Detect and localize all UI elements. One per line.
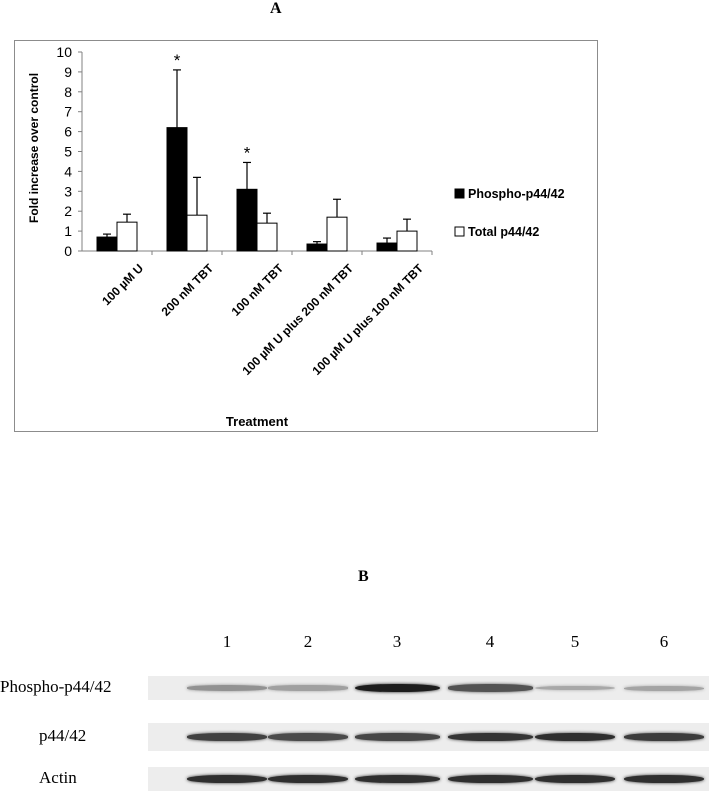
- blot-band: [447, 684, 533, 692]
- blot-band: [624, 685, 704, 691]
- blot-band: [354, 683, 440, 693]
- blot-row-label: p44/42: [39, 726, 87, 745]
- y-tick-label: 0: [64, 243, 72, 259]
- blot-band: [535, 774, 615, 784]
- lane-number: 4: [485, 632, 495, 651]
- blot-band: [447, 774, 533, 784]
- y-tick-label: 9: [64, 64, 72, 80]
- y-tick-label: 5: [64, 144, 72, 160]
- lane-number: 1: [222, 632, 232, 651]
- blot-band: [535, 732, 615, 742]
- blot-row-label: Phospho-p44/42: [0, 677, 112, 696]
- significance-marker: *: [174, 51, 181, 70]
- y-tick-label: 6: [64, 124, 72, 140]
- blot-band: [447, 732, 533, 742]
- legend-label: Phospho-p44/42: [468, 187, 565, 201]
- blot-band: [187, 685, 267, 691]
- bar: [166, 127, 188, 252]
- lane-number: 2: [303, 632, 313, 651]
- lane-number: 5: [570, 632, 580, 651]
- x-tick-label: 100 nM TBT: [229, 261, 287, 319]
- x-tick-label: 100 µM U plus 100 nM TBT: [309, 261, 426, 378]
- legend-swatch: [454, 226, 465, 237]
- lane-number: 3: [392, 632, 402, 651]
- y-tick-label: 4: [64, 163, 72, 179]
- x-tick-label: 200 nM TBT: [159, 261, 217, 319]
- y-tick-label: 8: [64, 84, 72, 100]
- y-tick-label: 2: [64, 203, 72, 219]
- y-tick-label: 1: [64, 223, 72, 239]
- blot-band: [624, 733, 704, 741]
- blot-band: [268, 774, 348, 784]
- blot-row-label: Actin: [39, 768, 77, 787]
- bar: [306, 243, 328, 252]
- chart-frame: [14, 40, 598, 432]
- blot-band: [268, 733, 348, 741]
- x-axis-label: Treatment: [226, 414, 289, 429]
- blot-band: [535, 685, 615, 691]
- bar: [396, 230, 418, 252]
- blot-band: [187, 774, 267, 784]
- blot-band: [354, 733, 440, 741]
- panel-a-label: A: [270, 0, 282, 17]
- lane-number: 6: [659, 632, 669, 651]
- bar: [236, 188, 258, 252]
- significance-marker: *: [244, 143, 251, 162]
- bar: [116, 221, 138, 252]
- legend-swatch: [454, 188, 465, 199]
- bar: [96, 236, 118, 252]
- bar: [376, 242, 398, 252]
- x-tick-label: 100 µM U plus 200 nM TBT: [239, 261, 356, 378]
- blot-band: [268, 685, 348, 691]
- blot-band: [187, 733, 267, 741]
- y-tick-label: 3: [64, 183, 72, 199]
- legend-label: Total p44/42: [468, 225, 539, 239]
- panel-b-label: B: [358, 568, 369, 585]
- y-tick-label: 10: [56, 44, 72, 60]
- bar: [326, 216, 348, 252]
- y-axis-label: Fold increase over control: [27, 73, 41, 223]
- bar: [186, 214, 208, 252]
- bar: [256, 222, 278, 252]
- bar-chart: 0 1 2 3 4 5 6 7 8 9 10 Fold increase over control 10…: [14, 40, 598, 432]
- y-tick-label: 7: [64, 104, 72, 120]
- blot-band: [624, 774, 704, 784]
- x-tick-label: 100 µM U: [99, 261, 146, 308]
- blot-band: [354, 774, 440, 784]
